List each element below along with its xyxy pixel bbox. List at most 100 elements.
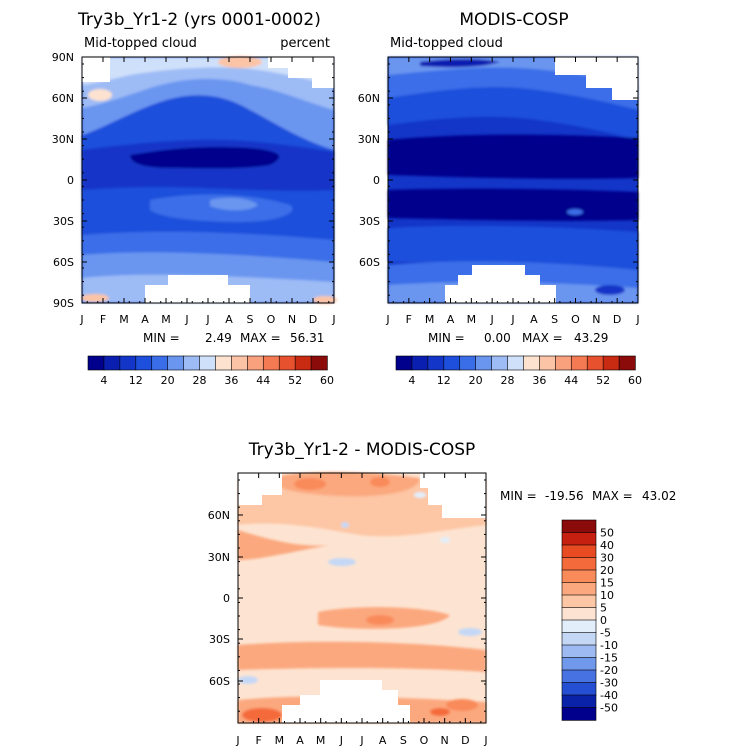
y-tick-label: 0: [223, 592, 230, 605]
colorbar-label: 36: [532, 374, 546, 387]
y-tick-label: 30S: [359, 215, 380, 228]
x-tick-label: J: [490, 313, 494, 326]
x-tick-label: A: [296, 734, 304, 747]
x-tick-label: M: [275, 734, 285, 747]
y-tick-label: 60S: [359, 256, 380, 269]
panel-model-variable-label: Mid-topped cloud: [84, 36, 197, 51]
colorbar-swatch: [395, 355, 413, 371]
panel-diff-title: Try3b_Yr1-2 - MODIS-COSP: [248, 440, 476, 460]
y-tick-label: 90N: [52, 51, 74, 64]
colorbar-swatch: [103, 355, 121, 371]
colorbar-label: -5: [600, 627, 611, 640]
colorbar-label: -15: [600, 652, 618, 665]
colorbar-label: 20: [161, 374, 175, 387]
colorbar-label: 12: [437, 374, 451, 387]
y-tick-label: 30N: [208, 551, 230, 564]
x-tick-label: J: [331, 313, 335, 326]
colorbar-swatch: [561, 607, 597, 621]
colorbar-label: 40: [600, 539, 614, 552]
colorbar-swatch: [570, 355, 588, 371]
x-tick-label: J: [359, 734, 363, 747]
x-tick-label: D: [461, 734, 469, 747]
colorbar-swatch: [443, 355, 461, 371]
panel-diff: Try3b_Yr1-2 - MODIS-COSP: [208, 440, 677, 747]
colorbar-swatch: [561, 669, 597, 684]
colorbar-label: 20: [600, 564, 614, 577]
x-tick-label: D: [613, 313, 621, 326]
x-tick-label: M: [425, 313, 435, 326]
y-tick-label: 60N: [208, 509, 230, 522]
colorbar-swatch: [539, 355, 557, 371]
x-tick-label: O: [571, 313, 580, 326]
colorbar-swatch: [586, 355, 604, 371]
panel-model-colorbar: 4 12 20 28 36 44 52 60: [87, 355, 334, 387]
x-tick-label: A: [447, 313, 455, 326]
panel-model: Try3b_Yr1-2 (yrs 0001-0002) Mid-topped c…: [52, 10, 337, 387]
colorbar-label: 50: [600, 527, 614, 540]
panel-model-y-ticks: 90N 60N 30N 0 30S 60S 90S: [52, 51, 334, 310]
y-tick-label: 60S: [53, 256, 74, 269]
colorbar-swatch: [561, 694, 597, 709]
colorbar-swatch: [561, 619, 597, 634]
x-tick-label: A: [379, 734, 387, 747]
x-tick-label: A: [530, 313, 538, 326]
colorbar-swatch: [507, 355, 525, 371]
panel-diff-max-label: MAX =: [592, 489, 633, 503]
x-tick-label: S: [551, 313, 558, 326]
x-tick-label: J: [510, 313, 514, 326]
colorbar-swatch: [561, 582, 597, 596]
colorbar-swatch: [135, 355, 153, 371]
colorbar-label: 30: [600, 552, 614, 565]
colorbar-swatch: [294, 355, 312, 371]
panel-model-plot-area: [81, 56, 337, 304]
panel-obs-colorbar: 4 12 20 28 36 44 52 60: [395, 355, 642, 387]
y-tick-label: 30S: [53, 215, 74, 228]
panel-model-units-label: percent: [280, 36, 330, 51]
colorbar-label: 12: [129, 374, 143, 387]
colorbar-swatch: [561, 532, 597, 546]
colorbar-label: -50: [600, 702, 618, 715]
colorbar-swatch: [151, 355, 169, 371]
x-tick-label: N: [592, 313, 600, 326]
panel-obs-min-label: MIN =: [428, 331, 465, 345]
x-tick-label: M: [316, 734, 326, 747]
colorbar-swatch: [555, 355, 572, 371]
colorbar-swatch: [427, 355, 445, 371]
panel-diff-max-value: 43.02: [642, 489, 676, 503]
colorbar-swatch: [262, 355, 280, 371]
y-tick-label: 60N: [52, 92, 74, 105]
colorbar-label: 4: [100, 374, 107, 387]
colorbar-label: -10: [600, 639, 618, 652]
colorbar-label: 44: [256, 374, 270, 387]
colorbar-label: 0: [600, 614, 607, 627]
x-tick-label: O: [267, 313, 276, 326]
colorbar-label: 60: [320, 374, 334, 387]
colorbar-swatch: [561, 644, 597, 659]
colorbar-swatch: [411, 355, 429, 371]
x-tick-label: F: [256, 734, 262, 747]
colorbar-swatch: [247, 355, 264, 371]
colorbar-swatch: [459, 355, 477, 371]
colorbar-label: 4: [408, 374, 415, 387]
x-tick-label: M: [161, 313, 171, 326]
panel-obs-min-value: 0.00: [484, 331, 511, 345]
x-tick-label: N: [441, 734, 449, 747]
colorbar-swatch: [475, 355, 493, 371]
x-tick-label: N: [288, 313, 296, 326]
x-tick-label: J: [483, 734, 487, 747]
x-tick-label: M: [467, 313, 477, 326]
panel-diff-y-ticks: 60N 30N 0 30S 60S: [208, 479, 486, 712]
x-tick-label: J: [184, 313, 188, 326]
colorbar-label: 44: [564, 374, 578, 387]
panel-diff-min-value: -19.56: [545, 489, 584, 503]
panel-model-max-value: 56.31: [290, 331, 324, 345]
x-tick-label: S: [247, 313, 254, 326]
x-tick-label: J: [385, 313, 389, 326]
colorbar-swatch: [491, 355, 509, 371]
panel-model-title: Try3b_Yr1-2 (yrs 0001-0002): [77, 10, 321, 30]
x-tick-label: A: [141, 313, 149, 326]
x-tick-label: J: [235, 734, 239, 747]
x-tick-label: J: [205, 313, 209, 326]
